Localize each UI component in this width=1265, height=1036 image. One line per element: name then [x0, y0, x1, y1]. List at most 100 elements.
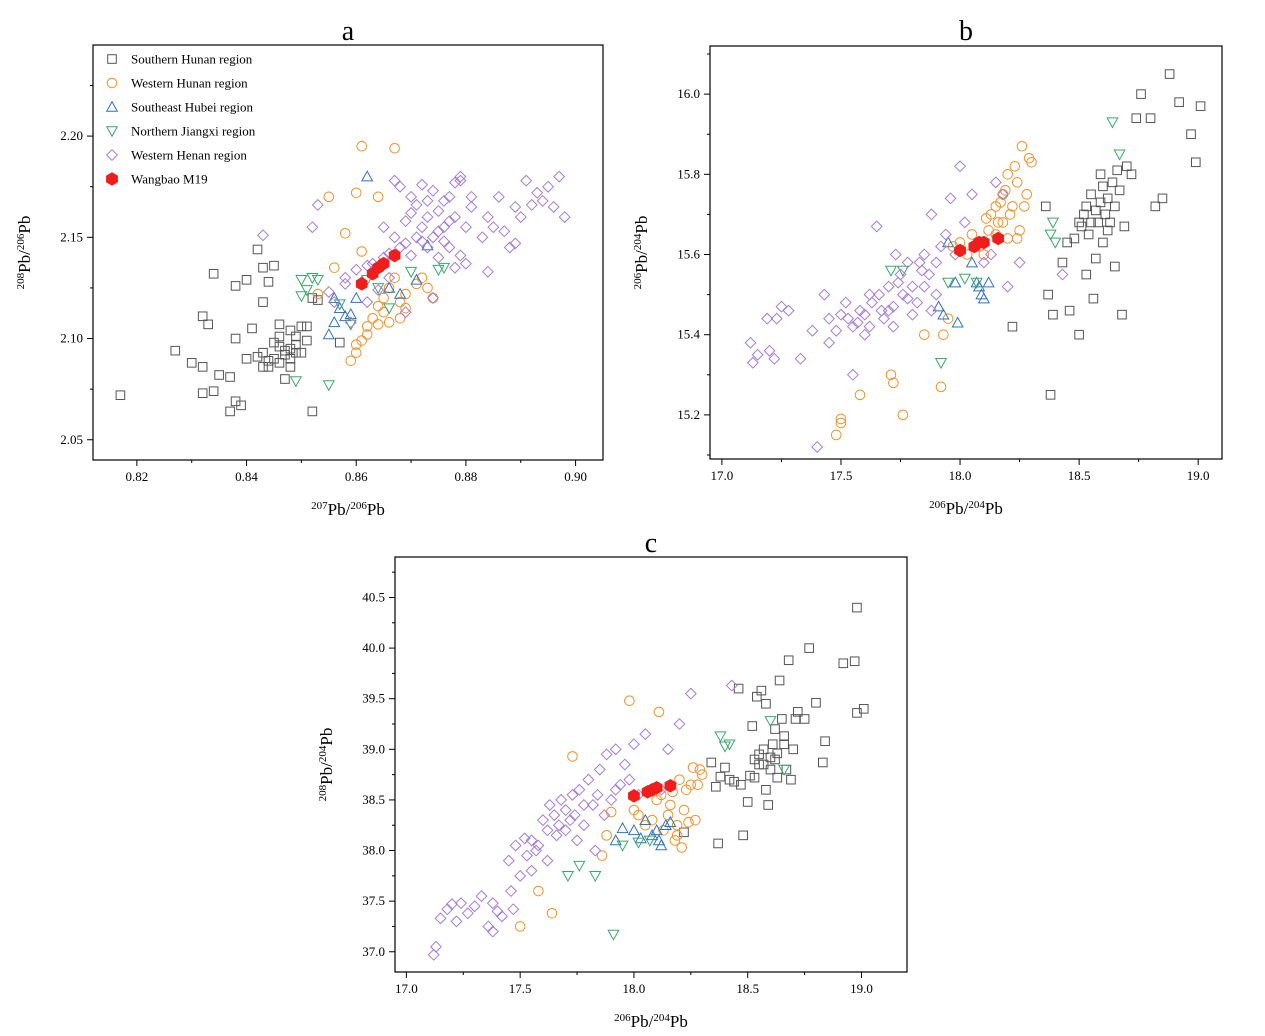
data-point	[1048, 309, 1058, 320]
data-point	[884, 265, 898, 277]
panel-title-a: a	[342, 16, 355, 47]
data-point	[1121, 161, 1132, 172]
data-point	[786, 774, 796, 785]
data-point	[274, 341, 285, 352]
y-tick-label: 2.05	[60, 432, 83, 447]
data-point	[475, 890, 488, 903]
data-point	[533, 885, 544, 897]
data-point	[550, 829, 563, 842]
data-point	[1195, 101, 1206, 111]
data-point	[941, 236, 955, 248]
data-point	[1001, 280, 1014, 293]
data-point	[729, 776, 739, 787]
data-point	[897, 409, 909, 421]
data-point	[405, 249, 418, 262]
data-point	[770, 754, 780, 765]
data-point	[344, 307, 357, 320]
series-southern_hunan	[1007, 69, 1206, 400]
data-point	[930, 288, 943, 301]
data-point	[756, 685, 767, 696]
x-axis-title: 206Pb/204Pb	[614, 1012, 688, 1031]
data-point	[203, 319, 213, 330]
data-point	[711, 781, 721, 792]
data-point	[830, 324, 843, 337]
data-point	[685, 779, 697, 791]
panel-b: b 17.0 17.5 18.0 18.5 19.0 15.2 15.4 15.6 15.8 16.…	[632, 16, 1223, 518]
series-northern_jiangxi	[289, 262, 451, 392]
data-point	[394, 180, 407, 193]
data-point	[738, 830, 748, 841]
data-point	[725, 679, 738, 692]
data-point	[350, 291, 363, 303]
data-point	[225, 406, 235, 417]
data-point	[854, 304, 867, 317]
data-point	[432, 204, 445, 218]
series-southern_hunan	[679, 602, 869, 849]
data-point	[772, 748, 783, 759]
data-point	[443, 190, 456, 203]
data-point	[558, 211, 571, 224]
data-point	[252, 351, 263, 362]
data-point	[573, 783, 586, 796]
data-point	[770, 724, 780, 734]
data-point	[1007, 321, 1018, 332]
series-northern_jiangxi	[561, 716, 791, 941]
data-point	[356, 246, 368, 257]
data-point	[269, 260, 279, 271]
y-tick-label: 38.5	[362, 792, 385, 807]
data-point	[1100, 209, 1111, 220]
data-point	[426, 231, 440, 244]
data-point	[671, 830, 683, 841]
data-point	[541, 824, 554, 837]
data-point	[1045, 390, 1056, 400]
data-point	[333, 299, 346, 311]
data-point	[1002, 233, 1013, 244]
data-point	[547, 200, 560, 213]
data-point	[241, 275, 252, 285]
data-point	[858, 308, 871, 321]
data-point	[1107, 177, 1118, 188]
data-point	[870, 220, 883, 233]
x-tick-label: 18.5	[1068, 468, 1091, 483]
data-point	[426, 184, 440, 197]
legend-marker	[106, 172, 118, 186]
data-point	[367, 312, 378, 324]
data-point	[896, 288, 909, 301]
data-point	[571, 834, 584, 847]
legend-marker	[105, 148, 119, 162]
data-point	[361, 170, 374, 182]
data-point	[1145, 113, 1156, 123]
data-point	[591, 788, 604, 801]
data-point	[541, 854, 554, 867]
data-point	[328, 291, 341, 303]
data-point	[388, 174, 401, 187]
y-axis-title: 206Pb/204Pb	[632, 216, 651, 290]
data-point	[263, 362, 274, 372]
plot-frame	[709, 45, 1223, 460]
data-point	[996, 188, 1009, 201]
y-tick-label: 40.5	[362, 589, 385, 604]
data-point	[429, 940, 442, 953]
x-tick-label: 17.0	[395, 981, 418, 996]
data-point	[230, 281, 241, 291]
data-point	[775, 300, 788, 313]
data-point	[863, 288, 876, 301]
data-point	[779, 739, 789, 750]
data-point	[1074, 217, 1084, 228]
data-point	[476, 231, 489, 244]
data-point	[915, 264, 928, 277]
data-point	[274, 331, 285, 342]
data-point	[997, 217, 1009, 228]
data-point	[811, 697, 821, 708]
data-point	[1002, 169, 1013, 180]
data-point	[772, 772, 783, 783]
data-point	[925, 208, 938, 221]
x-tick-label: 19.0	[850, 981, 873, 996]
data-point	[761, 785, 771, 795]
data-point	[296, 321, 307, 332]
data-point	[774, 675, 785, 686]
data-point	[378, 292, 389, 304]
data-point	[842, 312, 855, 325]
data-point	[758, 744, 769, 755]
legend-label: Southeast Hubei region	[131, 100, 254, 115]
